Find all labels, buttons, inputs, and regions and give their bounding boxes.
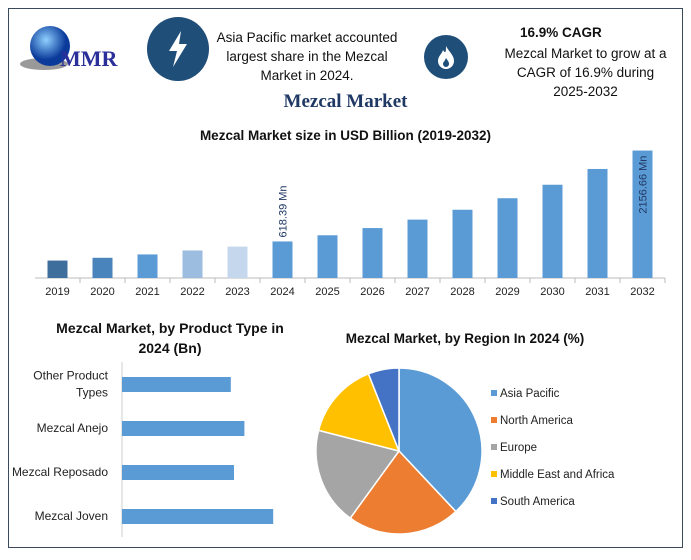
market-size-chart-title: Mezcal Market size in USD Billion (2019-… [199,128,492,143]
legend-swatch [491,498,497,504]
category-label: Types [76,386,108,400]
region-pie-chart: Asia Pacific North America Europe Middle Ea… [315,367,615,535]
legend-swatch [491,471,497,477]
category-label: Mezcal Anejo [37,421,109,435]
legend-label: Middle East and Africa [500,469,615,481]
x-tick-label-2020: 2020 [90,286,114,298]
bar-2029 [497,198,518,278]
legend-label: Asia Pacific [500,388,560,400]
pie-slice-middle-east-and-africa [317,372,401,453]
legend-swatch [491,390,497,396]
bar-2022 [182,250,203,278]
logo-text: MMR [60,46,118,71]
x-tick-label-2021: 2021 [135,286,159,298]
bar-2032 [632,150,653,278]
page-title: Mezcal Market [283,91,408,112]
legend-swatch [491,444,497,450]
bar-2030 [542,184,563,278]
legend-swatch [491,417,497,423]
x-tick-label-2019: 2019 [45,286,69,298]
market-size-chart: 2019 2020 2021 2022 2023 2024 618.39 Mn 2025 202… [35,150,666,298]
bar-2027 [407,219,428,278]
bar-Mezcal Anejo [122,421,245,436]
bar-Other Product Types [122,377,231,392]
bar-2024 [272,241,293,278]
region-chart-title: Mezcal Market, by Region In 2024 (%) [345,331,585,346]
bar-2026 [362,228,383,278]
product-chart-title: Mezcal Market, by Product Type in 2024 (… [56,320,284,356]
info-left: Asia Pacific market accounted largest sh… [216,30,398,83]
x-tick-label-2031: 2031 [585,286,609,298]
data-label-2032: 2156.66 Mn [638,156,650,214]
cagr-title: 16.9% CAGR [520,25,602,40]
pie-slice-north-america [349,449,457,535]
category-label: Mezcal Reposado [12,465,108,479]
globe-icon [20,26,70,70]
bar-2028 [452,209,473,278]
bar-Mezcal Reposado [122,465,234,480]
pie-slice-south-america [367,367,400,452]
product-type-chart: Other Product Types Mezcal Anejo Mezcal Rep… [12,362,274,537]
info-right: Mezcal Market to grow at a CAGR of 16.9%… [504,46,667,99]
legend-label: Europe [500,442,537,454]
x-tick-label-2025: 2025 [315,286,339,298]
x-tick-label-2029: 2029 [495,286,519,298]
x-tick-label-2022: 2022 [180,286,204,298]
bar-2025 [317,235,338,278]
x-tick-label-2026: 2026 [360,286,384,298]
x-tick-label-2024: 2024 [270,286,294,298]
data-label-2024: 618.39 Mn [278,185,290,237]
bar-2021 [137,254,158,278]
bar-2031 [587,168,608,278]
bar-2019 [47,260,68,278]
x-tick-label-2027: 2027 [405,286,429,298]
legend-label: South America [500,496,575,508]
bar-2020 [92,257,113,278]
x-tick-label-2030: 2030 [540,286,564,298]
bar-2023 [227,246,248,278]
x-tick-label-2023: 2023 [225,286,249,298]
lightning-bolt-icon [147,17,209,81]
legend-label: North America [500,415,573,427]
category-label: Other Product [33,369,108,383]
infographic-frame [8,8,683,548]
x-tick-label-2032: 2032 [630,286,654,298]
flame-icon [424,35,468,79]
x-tick-label-2028: 2028 [450,286,474,298]
category-label: Mezcal Joven [35,509,108,523]
bar-Mezcal Joven [122,509,274,524]
pie-slice-europe [315,429,401,520]
pie-slice-asia-pacific [398,367,483,513]
mmr-logo: MMR [18,24,133,84]
